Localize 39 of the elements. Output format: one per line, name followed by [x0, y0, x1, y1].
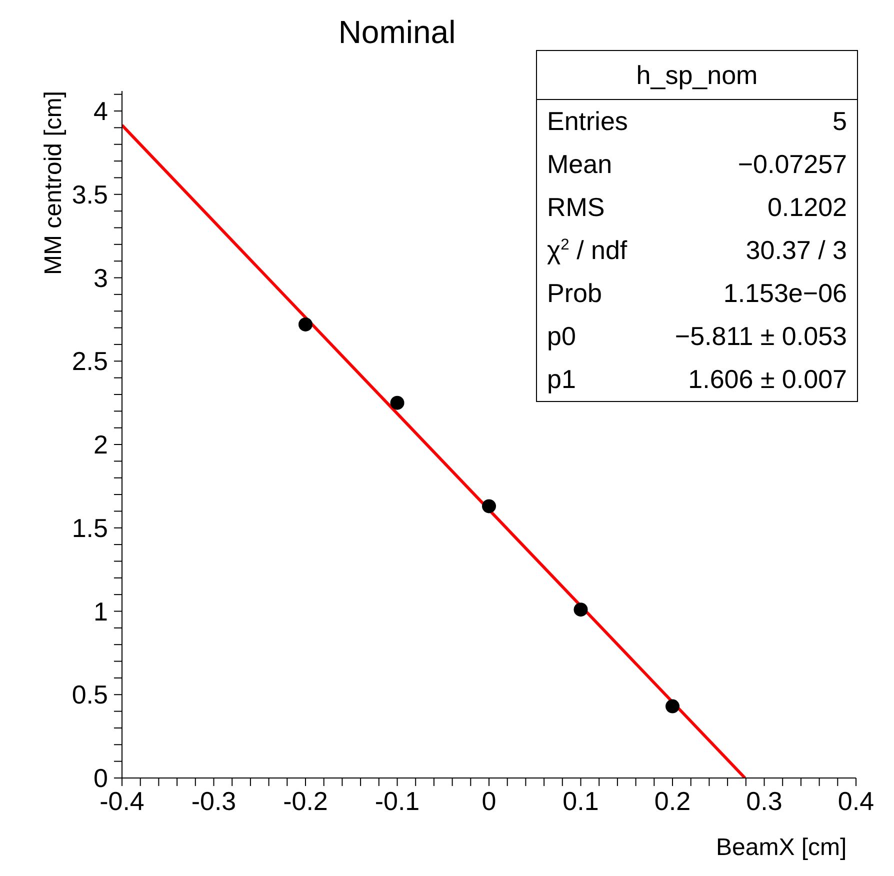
annotation: p1	[547, 363, 576, 396]
y-tick-label: 1	[94, 596, 108, 626]
y-axis-title: MM centroid [cm]	[40, 91, 68, 276]
annotation: Mean	[547, 148, 612, 181]
point	[482, 499, 496, 514]
x-tick-label: -0.2	[283, 786, 328, 816]
x-tick-label: 0.1	[562, 786, 599, 816]
x-axis-title: BeamX [cm]	[716, 834, 847, 862]
point	[298, 317, 312, 332]
x-tick-label: -0.1	[374, 786, 420, 816]
y-tick-label: 3	[94, 262, 108, 293]
annotation: 1.606 ± 0.007	[688, 363, 847, 396]
annotation: 0.1202	[767, 191, 847, 224]
point	[666, 699, 680, 714]
annotation: χ$^{2}$ / ndf	[547, 234, 628, 267]
y-tick-label: 3.5	[72, 179, 108, 210]
text: h_sp_nom	[537, 51, 857, 100]
x-tick-label: 0	[482, 786, 496, 816]
annotation: Entries	[547, 105, 628, 138]
annotation: −5.811 ± 0.053	[674, 320, 847, 353]
x-tick-label: -0.3	[191, 786, 236, 816]
y-tick-label: 2.5	[72, 346, 108, 376]
x-tick-label: 0.2	[654, 786, 691, 816]
annotation: 30.37 / 3	[746, 234, 847, 267]
y-tick-label: 2	[94, 430, 108, 460]
annotation: Prob	[547, 277, 602, 310]
annotation: 1.153e−06	[723, 277, 847, 310]
y-tick-label: 4	[94, 96, 108, 126]
annotation: 5	[832, 105, 847, 138]
x-tick-label: 0.3	[746, 786, 782, 816]
y-tick-label: 1.5	[72, 512, 108, 543]
y-tick-label: 0.5	[72, 680, 108, 710]
x-tick-label: 0.4	[838, 786, 874, 816]
chart-title: Nominal	[337, 14, 457, 51]
annotation: p0	[547, 320, 576, 353]
point	[574, 602, 588, 617]
point	[390, 396, 404, 410]
annotation: RMS	[547, 191, 605, 224]
annotation: −0.07257	[738, 148, 847, 181]
